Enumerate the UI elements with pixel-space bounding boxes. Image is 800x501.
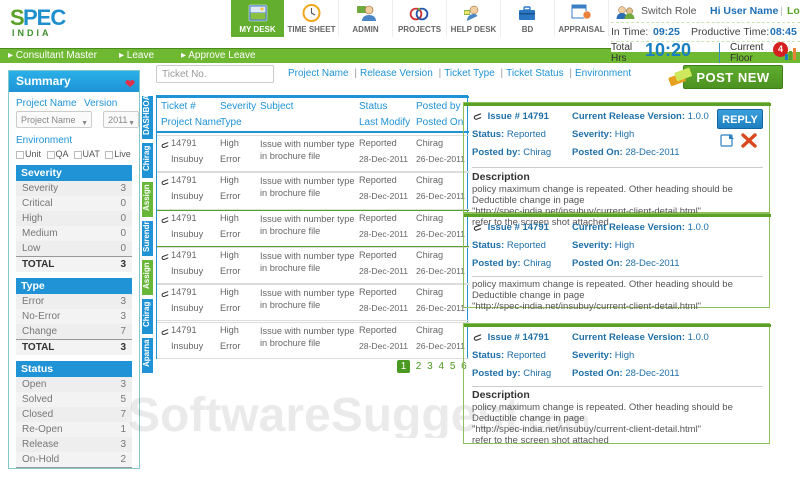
svg-text:INDIA: INDIA: [12, 28, 52, 37]
svg-text:PEC: PEC: [23, 5, 66, 30]
svg-text:S: S: [10, 5, 24, 30]
